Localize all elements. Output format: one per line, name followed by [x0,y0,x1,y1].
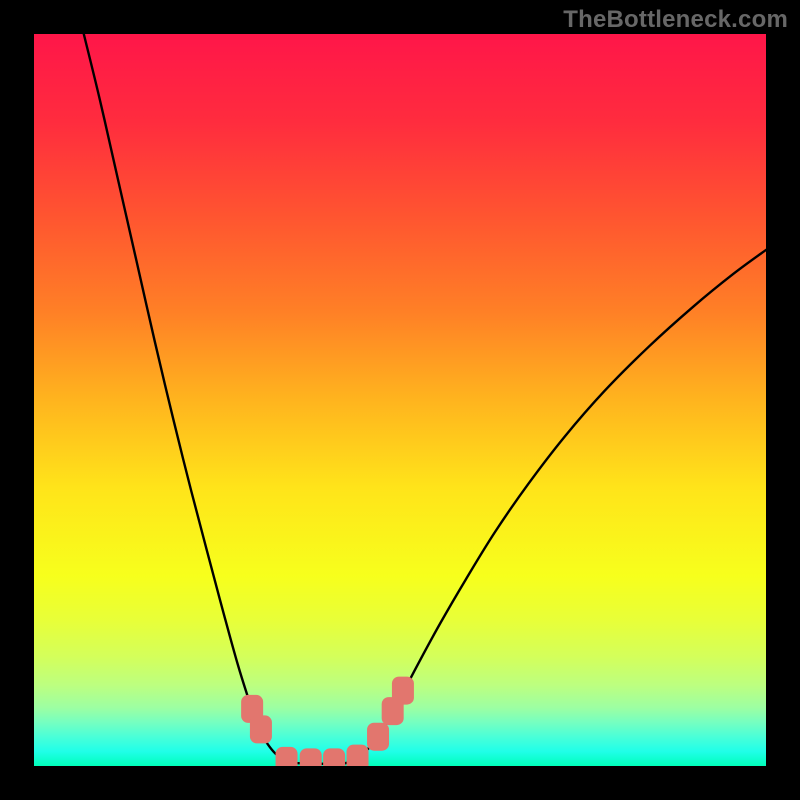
marker [392,677,414,705]
watermark-text: TheBottleneck.com [563,6,788,34]
plot-background [34,34,766,766]
bottleneck-chart [34,34,766,766]
marker [300,748,322,766]
marker [367,723,389,751]
marker [276,747,298,766]
marker [347,745,369,766]
marker [250,715,272,743]
chart-outer-frame: TheBottleneck.com [0,0,800,800]
marker [323,748,345,766]
